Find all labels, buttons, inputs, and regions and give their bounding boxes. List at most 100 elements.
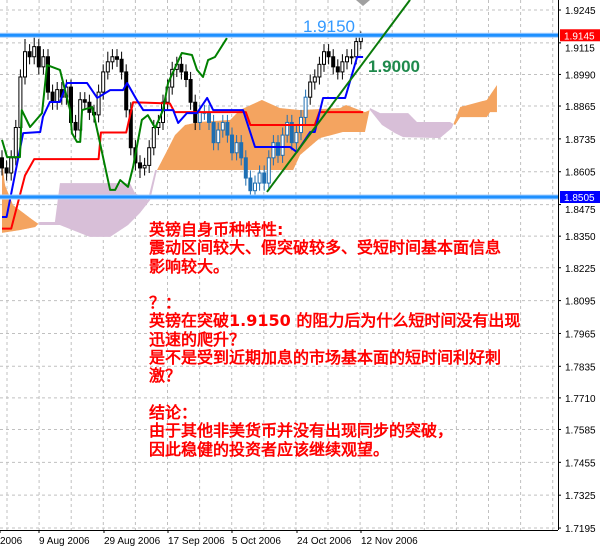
candle-bullish: [317, 63, 322, 78]
candle-bullish: [349, 56, 354, 59]
candle-bearish: [326, 51, 331, 58]
candle-bullish: [308, 81, 313, 98]
candle-bearish: [50, 91, 55, 103]
commentary-line: 激？: [149, 366, 182, 386]
candle-bearish: [331, 56, 336, 68]
candle-bearish: [179, 63, 184, 73]
price-tick-label: 1.7585: [565, 425, 596, 436]
price-tick-label: 1.8095: [565, 297, 596, 308]
candle-bullish: [303, 96, 308, 118]
candle-bearish: [36, 46, 41, 68]
price-tick-label: 1.7965: [565, 329, 596, 340]
price-tick-label: 1.7195: [565, 524, 596, 535]
candle-bearish: [335, 66, 340, 73]
chikou-span-line: [1, 37, 228, 191]
candle-bearish: [276, 142, 280, 156]
price-tick-label: 1.8350: [565, 232, 596, 243]
price-tick-label: 1.8990: [565, 70, 596, 81]
candle-bearish: [289, 121, 294, 144]
candle-bullish: [151, 127, 156, 149]
candle-bearish: [184, 71, 188, 80]
commentary-line: 震动区间较大、假突破较多、受短时间基本面信息: [149, 238, 502, 258]
candle-bullish: [105, 61, 110, 73]
price-tick-label: 1.7710: [565, 394, 596, 405]
candle-bullish: [220, 121, 225, 131]
commentary-line: 影响较大。: [149, 256, 230, 276]
candle-bearish: [262, 172, 267, 184]
candle-bullish: [142, 164, 147, 169]
date-tick-label: 12 Nov 2006: [361, 536, 418, 547]
candle-bearish: [115, 56, 119, 60]
commentary-line: 英镑在突破1.9150 的阻力后为什么短时间没有出现: [149, 311, 521, 331]
candle-bearish: [243, 157, 248, 179]
cloud-segment-bullish: [453, 85, 497, 125]
candle-bullish: [13, 127, 18, 159]
price-tick-label: 1.8475: [565, 205, 596, 216]
price-tick-label: 1.8605: [565, 168, 596, 179]
tenkan-sen-line: [2, 56, 364, 218]
price-tick-label: 1.7455: [565, 458, 596, 469]
resistance-label: 1.9150: [303, 17, 355, 36]
candle-bullish: [197, 111, 202, 123]
price-tick-label: 1.8735: [565, 135, 596, 146]
candle-bullish: [96, 91, 101, 116]
candle-bullish: [147, 147, 152, 166]
candle-bearish: [73, 121, 78, 131]
candle-bullish: [280, 134, 285, 156]
cloud-segment-bearish: [369, 108, 454, 139]
candle-bullish: [101, 71, 106, 93]
candle-bullish: [216, 129, 221, 144]
price-tick-label: 1.9115: [565, 43, 595, 54]
candle-bullish: [110, 56, 115, 63]
commentary-line: 迅速的爬升？: [149, 329, 246, 349]
candle-bullish: [345, 56, 349, 63]
candle-bullish: [294, 132, 299, 144]
trendline: [266, 0, 411, 193]
candle-bullish: [41, 56, 46, 68]
candle-bearish: [0, 157, 4, 169]
candle-bullish: [354, 41, 359, 58]
price-tick-label: 1.7325: [565, 491, 596, 502]
commentary-line: 由于其他非美货币并没有出现同步的突破，: [149, 421, 454, 441]
candle-bullish: [266, 157, 271, 184]
commentary-line: 因此稳健的投资者应该继续观望。: [149, 439, 390, 459]
candle-bullish: [234, 142, 239, 154]
candle-bullish: [285, 121, 290, 136]
commentary-line: 是不是受到近期加息的市场基本面的短时间利好刺: [149, 348, 502, 368]
candle-bullish: [340, 61, 345, 73]
candle-bullish: [257, 172, 262, 184]
date-tick-label: 5 Oct 2006: [232, 536, 281, 547]
candle-bearish: [211, 121, 216, 144]
price-tick-label: 1.9245: [565, 6, 596, 17]
cloud-segment-bullish: [157, 99, 370, 170]
price-level-tag-label: 1.8505: [564, 193, 595, 204]
price-tick-label: 1.8225: [565, 264, 596, 275]
price-level-tag: [560, 29, 600, 42]
candle-bullish: [23, 51, 27, 78]
candle-bearish: [119, 58, 124, 73]
candle-bearish: [138, 162, 142, 169]
candle-bearish: [82, 99, 87, 103]
date-tick-label: 17 Sep 2006: [168, 536, 225, 547]
commentary-line: 英镑自身币种特性:: [149, 220, 284, 239]
candle-bearish: [207, 111, 211, 123]
date-tick-label: 9 Aug 2006: [39, 536, 90, 547]
candle-bearish: [239, 142, 244, 159]
candle-bearish: [230, 134, 234, 154]
kijun-sen-line: [2, 101, 364, 230]
candle-bullish: [271, 142, 276, 159]
candle-bullish: [322, 51, 326, 65]
price-level-tag: [560, 190, 600, 203]
price-tick-label: 1.7835: [565, 362, 596, 373]
cloud-segment-bearish: [38, 169, 158, 237]
candle-bullish: [9, 157, 14, 174]
price-tick-label: 1.8865: [565, 102, 596, 113]
candle-bearish: [225, 121, 230, 136]
candle-bearish: [4, 167, 9, 174]
date-tick-label: 24 Oct 2006: [297, 536, 352, 547]
date-tick-label: 29 Aug 2006: [104, 536, 161, 547]
candle-bullish: [55, 89, 60, 103]
price-level-tag-label: 1.9145: [564, 31, 595, 42]
